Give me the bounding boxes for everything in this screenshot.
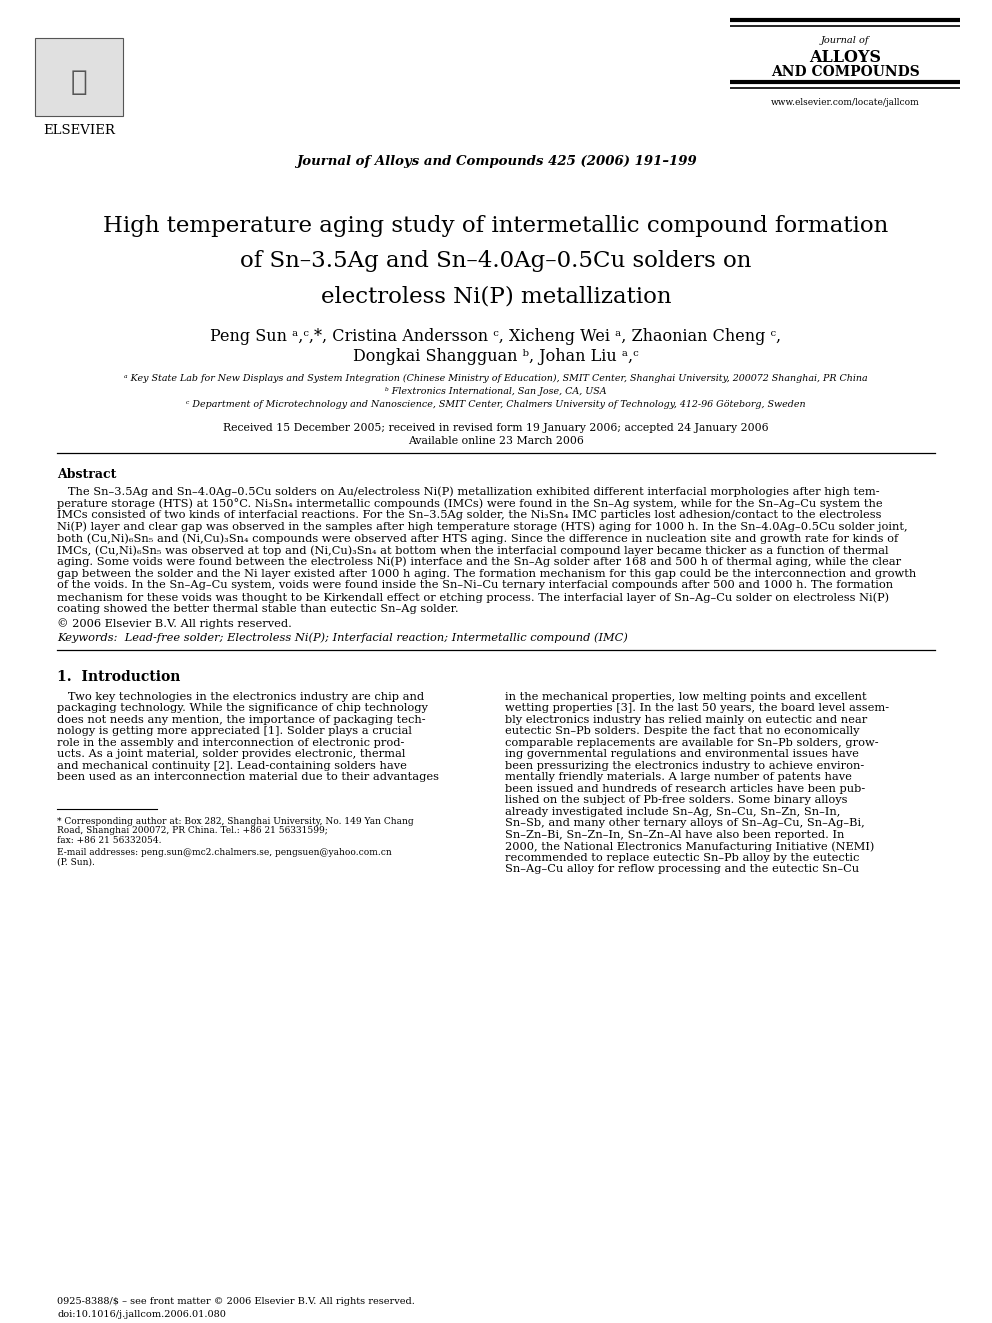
Text: 🌳: 🌳 [70,67,87,97]
Text: Journal of: Journal of [820,36,869,45]
Text: ALLOYS: ALLOYS [809,49,881,66]
Text: packaging technology. While the significance of chip technology: packaging technology. While the signific… [57,704,428,713]
Text: both (Cu,Ni)₆Sn₅ and (Ni,Cu)₃Sn₄ compounds were observed after HTS aging. Since : both (Cu,Ni)₆Sn₅ and (Ni,Cu)₃Sn₄ compoun… [57,533,898,544]
Text: wetting properties [3]. In the last 50 years, the board level assem-: wetting properties [3]. In the last 50 y… [505,704,889,713]
Text: www.elsevier.com/locate/jallcom: www.elsevier.com/locate/jallcom [771,98,920,107]
Text: nology is getting more appreciated [1]. Solder plays a crucial: nology is getting more appreciated [1]. … [57,726,412,737]
Text: Road, Shanghai 200072, PR China. Tel.: +86 21 56331599;: Road, Shanghai 200072, PR China. Tel.: +… [57,827,327,835]
Text: Peng Sun ᵃ,ᶜ,*, Cristina Andersson ᶜ, Xicheng Wei ᵃ, Zhaonian Cheng ᶜ,: Peng Sun ᵃ,ᶜ,*, Cristina Andersson ᶜ, Xi… [210,328,782,345]
Text: fax: +86 21 56332054.: fax: +86 21 56332054. [57,836,162,845]
Text: gap between the solder and the Ni layer existed after 1000 h aging. The formatio: gap between the solder and the Ni layer … [57,569,917,578]
Text: High temperature aging study of intermetallic compound formation: High temperature aging study of intermet… [103,216,889,237]
Text: mechanism for these voids was thought to be Kirkendall effect or etching process: mechanism for these voids was thought to… [57,593,889,603]
Text: been issued and hundreds of research articles have been pub-: been issued and hundreds of research art… [505,783,865,794]
Text: eutectic Sn–Pb solders. Despite the fact that no economically: eutectic Sn–Pb solders. Despite the fact… [505,726,859,737]
Text: ᶜ Department of Microtechnology and Nanoscience, SMIT Center, Chalmers Universit: ᶜ Department of Microtechnology and Nano… [186,400,806,409]
Text: Sn–Sb, and many other ternary alloys of Sn–Ag–Cu, Sn–Ag–Bi,: Sn–Sb, and many other ternary alloys of … [505,819,865,828]
Text: ucts. As a joint material, solder provides electronic, thermal: ucts. As a joint material, solder provid… [57,749,406,759]
Text: * Corresponding author at: Box 282, Shanghai University, No. 149 Yan Chang: * Corresponding author at: Box 282, Shan… [57,816,414,826]
Text: of Sn–3.5Ag and Sn–4.0Ag–0.5Cu solders on: of Sn–3.5Ag and Sn–4.0Ag–0.5Cu solders o… [240,250,752,273]
Text: comparable replacements are available for Sn–Pb solders, grow-: comparable replacements are available fo… [505,738,879,747]
Text: been used as an interconnection material due to their advantages: been used as an interconnection material… [57,773,439,782]
Text: 1.  Introduction: 1. Introduction [57,669,181,684]
Text: bly electronics industry has relied mainly on eutectic and near: bly electronics industry has relied main… [505,714,867,725]
Text: role in the assembly and interconnection of electronic prod-: role in the assembly and interconnection… [57,738,405,747]
Text: and mechanical continuity [2]. Lead-containing solders have: and mechanical continuity [2]. Lead-cont… [57,761,407,771]
Text: Abstract: Abstract [57,468,116,482]
Text: © 2006 Elsevier B.V. All rights reserved.: © 2006 Elsevier B.V. All rights reserved… [57,618,292,628]
Text: lished on the subject of Pb-free solders. Some binary alloys: lished on the subject of Pb-free solders… [505,795,847,806]
Text: Sn–Ag–Cu alloy for reflow processing and the eutectic Sn–Cu: Sn–Ag–Cu alloy for reflow processing and… [505,864,859,875]
Text: IMCs consisted of two kinds of interfacial reactions. For the Sn–3.5Ag solder, t: IMCs consisted of two kinds of interfaci… [57,509,882,520]
Text: Received 15 December 2005; received in revised form 19 January 2006; accepted 24: Received 15 December 2005; received in r… [223,423,769,433]
Text: aging. Some voids were found between the electroless Ni(P) interface and the Sn–: aging. Some voids were found between the… [57,557,901,568]
Text: Ni(P) layer and clear gap was observed in the samples after high temperature sto: Ni(P) layer and clear gap was observed i… [57,521,908,532]
Bar [35,38,123,116]
Text: in the mechanical properties, low melting points and excellent: in the mechanical properties, low meltin… [505,692,867,701]
Text: been pressurizing the electronics industry to achieve environ-: been pressurizing the electronics indust… [505,761,864,771]
Text: Available online 23 March 2006: Available online 23 March 2006 [408,437,584,446]
Text: ᵃ Key State Lab for New Displays and System Integration (Chinese Ministry of Edu: ᵃ Key State Lab for New Displays and Sys… [124,374,868,384]
Text: mentally friendly materials. A large number of patents have: mentally friendly materials. A large num… [505,773,852,782]
Text: AND COMPOUNDS: AND COMPOUNDS [771,65,920,79]
Text: (P. Sun).: (P. Sun). [57,857,95,867]
Text: Sn–Zn–Bi, Sn–Zn–In, Sn–Zn–Al have also been reported. In: Sn–Zn–Bi, Sn–Zn–In, Sn–Zn–Al have also b… [505,830,844,840]
Text: Journal of Alloys and Compounds 425 (2006) 191–199: Journal of Alloys and Compounds 425 (200… [296,155,696,168]
Text: ing governmental regulations and environmental issues have: ing governmental regulations and environ… [505,749,859,759]
Text: 2000, the National Electronics Manufacturing Initiative (NEMI): 2000, the National Electronics Manufactu… [505,841,874,852]
Text: perature storage (HTS) at 150°C. Ni₃Sn₄ intermetallic compounds (IMCs) were foun: perature storage (HTS) at 150°C. Ni₃Sn₄ … [57,497,883,508]
Text: doi:10.1016/j.jallcom.2006.01.080: doi:10.1016/j.jallcom.2006.01.080 [57,1310,226,1319]
Text: Two key technologies in the electronics industry are chip and: Two key technologies in the electronics … [57,692,425,701]
Text: Keywords:  Lead-free solder; Electroless Ni(P); Interfacial reaction; Intermetal: Keywords: Lead-free solder; Electroless … [57,632,628,643]
Text: recommended to replace eutectic Sn–Pb alloy by the eutectic: recommended to replace eutectic Sn–Pb al… [505,853,859,863]
Text: coating showed the better thermal stable than eutectic Sn–Ag solder.: coating showed the better thermal stable… [57,605,458,614]
Text: IMCs, (Cu,Ni)₆Sn₅ was observed at top and (Ni,Cu)₃Sn₄ at bottom when the interfa: IMCs, (Cu,Ni)₆Sn₅ was observed at top an… [57,545,889,556]
Text: The Sn–3.5Ag and Sn–4.0Ag–0.5Cu solders on Au/electroless Ni(P) metallization ex: The Sn–3.5Ag and Sn–4.0Ag–0.5Cu solders … [57,486,880,496]
Text: 0925-8388/$ – see front matter © 2006 Elsevier B.V. All rights reserved.: 0925-8388/$ – see front matter © 2006 El… [57,1297,415,1306]
Text: already investigated include Sn–Ag, Sn–Cu, Sn–Zn, Sn–In,: already investigated include Sn–Ag, Sn–C… [505,807,840,816]
Text: of the voids. In the Sn–Ag–Cu system, voids were found inside the Sn–Ni–Cu terna: of the voids. In the Sn–Ag–Cu system, vo… [57,581,893,590]
Text: electroless Ni(P) metallization: electroless Ni(P) metallization [320,284,672,307]
Text: Dongkai Shangguan ᵇ, Johan Liu ᵃ,ᶜ: Dongkai Shangguan ᵇ, Johan Liu ᵃ,ᶜ [353,348,639,365]
Text: ELSEVIER: ELSEVIER [43,124,115,138]
Text: does not needs any mention, the importance of packaging tech-: does not needs any mention, the importan… [57,714,426,725]
Text: ᵇ Flextronics International, San Jose, CA, USA: ᵇ Flextronics International, San Jose, C… [385,388,607,396]
Text: E-mail addresses: peng.sun@mc2.chalmers.se, pengsuen@yahoo.com.cn: E-mail addresses: peng.sun@mc2.chalmers.… [57,848,392,857]
